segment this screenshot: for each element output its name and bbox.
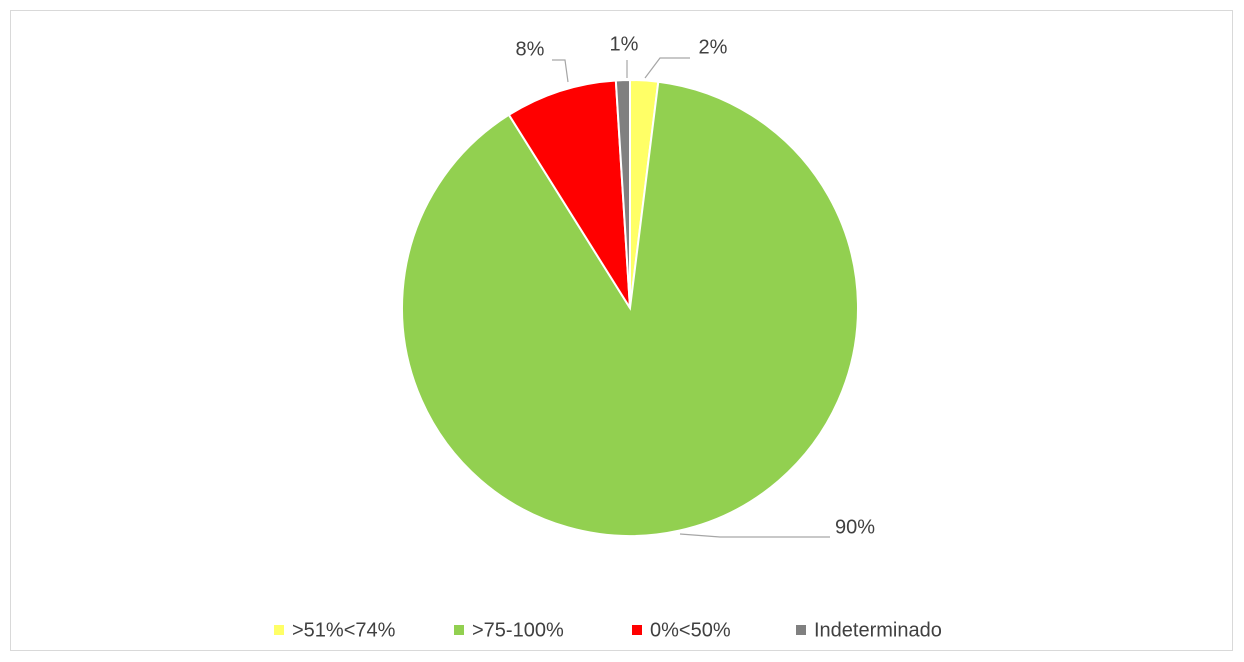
legend-swatch [274,625,284,635]
data-label: 2% [699,36,728,58]
legend-swatch [454,625,464,635]
legend-label: 0%<50% [650,619,731,641]
leader-line [644,57,690,79]
pie-slice [507,79,631,309]
leader-line [552,59,569,83]
legend-label: Indeterminado [814,619,942,641]
data-label: 8% [516,38,545,60]
legend-swatch [632,625,642,635]
legend-label: >75-100% [472,619,564,641]
pie-slice [614,78,631,309]
pie-slice [401,80,859,537]
leader-line [679,533,830,538]
legend-label: >51%<74% [292,619,396,641]
data-label: 90% [835,516,875,538]
data-label: 1% [610,33,639,55]
legend-swatch [796,625,806,635]
